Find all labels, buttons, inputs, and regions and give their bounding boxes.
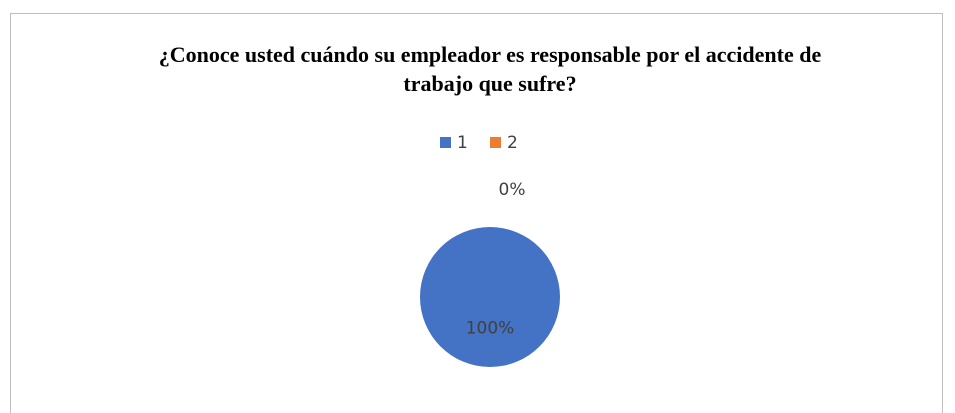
data-label: 0% [499, 180, 526, 200]
chart: 1 2 100% 0% [420, 133, 560, 367]
chart-title: ¿Conoce usted cuándo su empleador es res… [158, 42, 822, 96]
legend-swatch [490, 137, 501, 148]
data-label: 100% [466, 319, 515, 339]
legend-label: 1 [457, 133, 468, 153]
page: {"chart_data": {"type": "pie", "title": … [10, 13, 943, 413]
pie-slice [420, 227, 560, 367]
legend-label: 2 [507, 133, 518, 153]
legend-swatch [440, 137, 451, 148]
chart-frame [10, 13, 943, 413]
